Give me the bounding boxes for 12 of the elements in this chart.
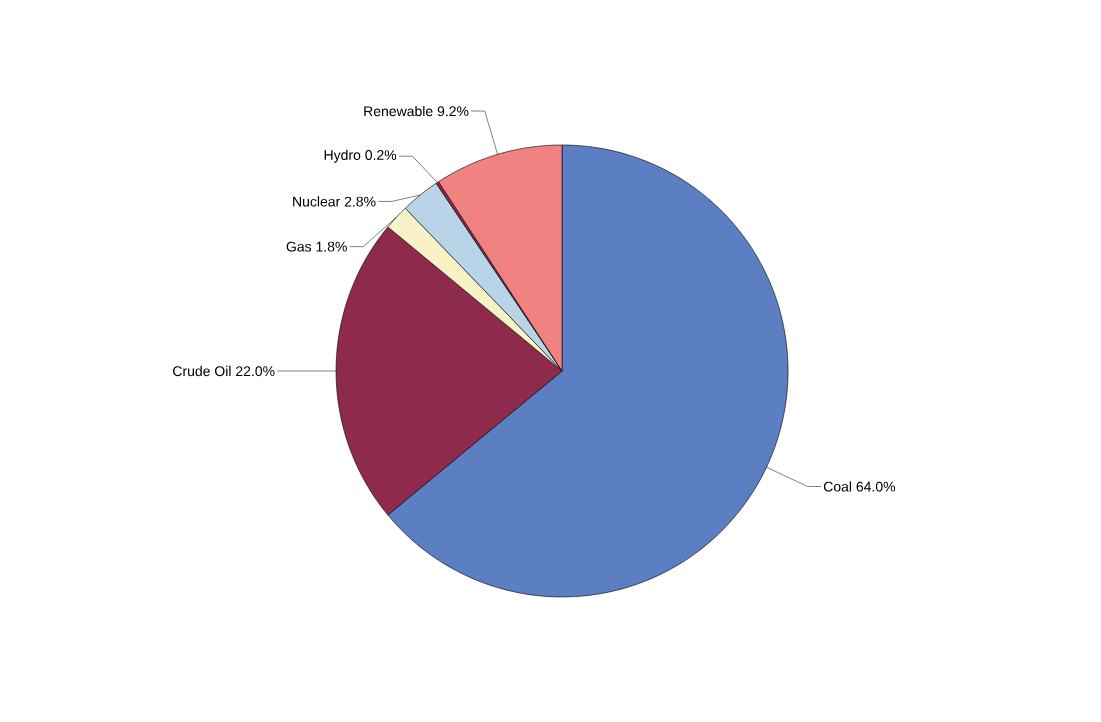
data-label: 2.8% (344, 196, 376, 207)
slice-label: Crude Oil (173, 365, 231, 377)
data-label: 22.0% (236, 366, 275, 377)
slice-label: Hydro (324, 149, 361, 163)
slice-label: Renewable (364, 105, 433, 117)
data-label: 0.2% (365, 150, 397, 160)
data-label: 1.8% (316, 241, 347, 252)
slice-label: Coal (823, 481, 852, 492)
slice-label: Gas (286, 241, 312, 252)
slice-label: Nuclear (293, 196, 341, 207)
data-label: 9.2% (437, 106, 469, 117)
data-label: 64.0% (856, 481, 896, 492)
